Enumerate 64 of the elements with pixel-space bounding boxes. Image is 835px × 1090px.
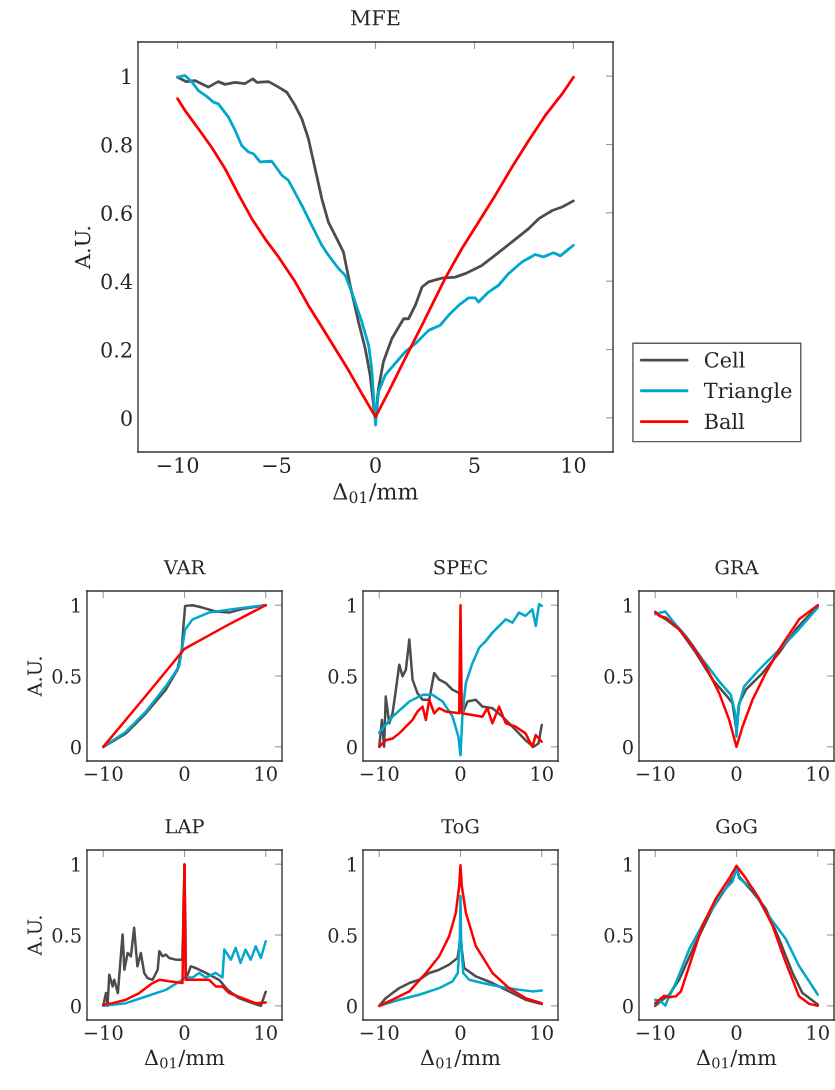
x-tick-label: −10 bbox=[84, 1025, 123, 1040]
y-tick-label: 0.8 bbox=[101, 136, 132, 153]
y-tick-label: 0 bbox=[71, 739, 81, 755]
x-axis-title: Δ$_{01}$/mm bbox=[333, 483, 418, 504]
y-tick-label: 0.5 bbox=[604, 927, 633, 943]
y-tick-label: 0 bbox=[71, 998, 81, 1014]
x-tick-label: −10 bbox=[157, 457, 199, 473]
x-tick-label: 0 bbox=[179, 1025, 190, 1040]
x-tick-label: −5 bbox=[263, 457, 291, 473]
x-tick-label: 10 bbox=[807, 766, 829, 781]
chart-title: LAP bbox=[165, 819, 204, 834]
x-tick-label: 0 bbox=[731, 1025, 742, 1040]
y-tick-label: 0.2 bbox=[101, 341, 132, 358]
y-tick-label: 0.5 bbox=[52, 668, 81, 684]
x-tick-label: 10 bbox=[807, 1025, 829, 1040]
x-tick-label: 10 bbox=[531, 1025, 553, 1040]
y-axis-title: A.U. bbox=[27, 916, 42, 956]
chart-title: VAR bbox=[163, 560, 206, 575]
x-tick-label: 0 bbox=[455, 766, 466, 781]
y-tick-label: 1 bbox=[624, 857, 632, 872]
legend-label: Triangle bbox=[703, 382, 792, 403]
x-tick-label: 10 bbox=[562, 457, 586, 473]
y-tick-label: 0.4 bbox=[101, 273, 133, 290]
x-tick-label: 0 bbox=[179, 766, 190, 781]
y-tick-label: 0.5 bbox=[52, 927, 81, 943]
x-tick-label: 5 bbox=[469, 457, 480, 473]
x-tick-label: −10 bbox=[636, 1025, 675, 1040]
x-tick-label: −10 bbox=[84, 766, 123, 781]
x-axis-title: Δ$_{01}$/mm bbox=[144, 1049, 225, 1069]
x-tick-label: 10 bbox=[255, 1025, 277, 1040]
y-tick-label: 0 bbox=[347, 739, 357, 755]
y-tick-label: 0 bbox=[121, 410, 132, 427]
y-tick-label: 0 bbox=[623, 998, 633, 1014]
y-tick-label: 0.5 bbox=[604, 668, 633, 684]
legend-label: Ball bbox=[704, 413, 745, 430]
y-tick-label: 1 bbox=[624, 598, 632, 613]
chart-title: ToG bbox=[441, 818, 479, 834]
chart-title: SPEC bbox=[434, 559, 488, 575]
x-tick-label: 10 bbox=[255, 766, 277, 781]
y-tick-label: 1 bbox=[348, 598, 356, 613]
x-tick-label: 0 bbox=[455, 1025, 466, 1040]
y-tick-label: 1 bbox=[72, 857, 80, 872]
y-tick-label: 1 bbox=[72, 598, 80, 613]
chart-title: MFE bbox=[351, 10, 400, 26]
legend-label: Cell bbox=[704, 351, 745, 368]
x-tick-label: −10 bbox=[636, 766, 675, 781]
chart-title: GoG bbox=[716, 818, 757, 834]
x-tick-label: −10 bbox=[360, 766, 399, 781]
x-tick-label: 0 bbox=[731, 766, 742, 781]
x-axis-title: Δ$_{01}$/mm bbox=[696, 1049, 777, 1069]
x-tick-label: −10 bbox=[360, 1025, 399, 1040]
y-tick-label: 0.5 bbox=[328, 927, 357, 943]
x-tick-label: 10 bbox=[531, 766, 553, 781]
y-tick-label: 0 bbox=[347, 998, 357, 1014]
y-axis-title: A.U. bbox=[74, 226, 91, 270]
y-tick-label: 0.6 bbox=[101, 205, 132, 222]
x-tick-label: 0 bbox=[370, 457, 381, 473]
y-tick-label: 1 bbox=[122, 68, 131, 85]
y-tick-label: 1 bbox=[348, 857, 356, 872]
x-axis-title: Δ$_{01}$/mm bbox=[420, 1049, 501, 1069]
y-tick-label: 0.5 bbox=[328, 668, 357, 684]
y-axis-title: A.U. bbox=[27, 657, 42, 697]
chart-title: GRA bbox=[715, 559, 759, 575]
y-tick-label: 0 bbox=[623, 739, 633, 755]
